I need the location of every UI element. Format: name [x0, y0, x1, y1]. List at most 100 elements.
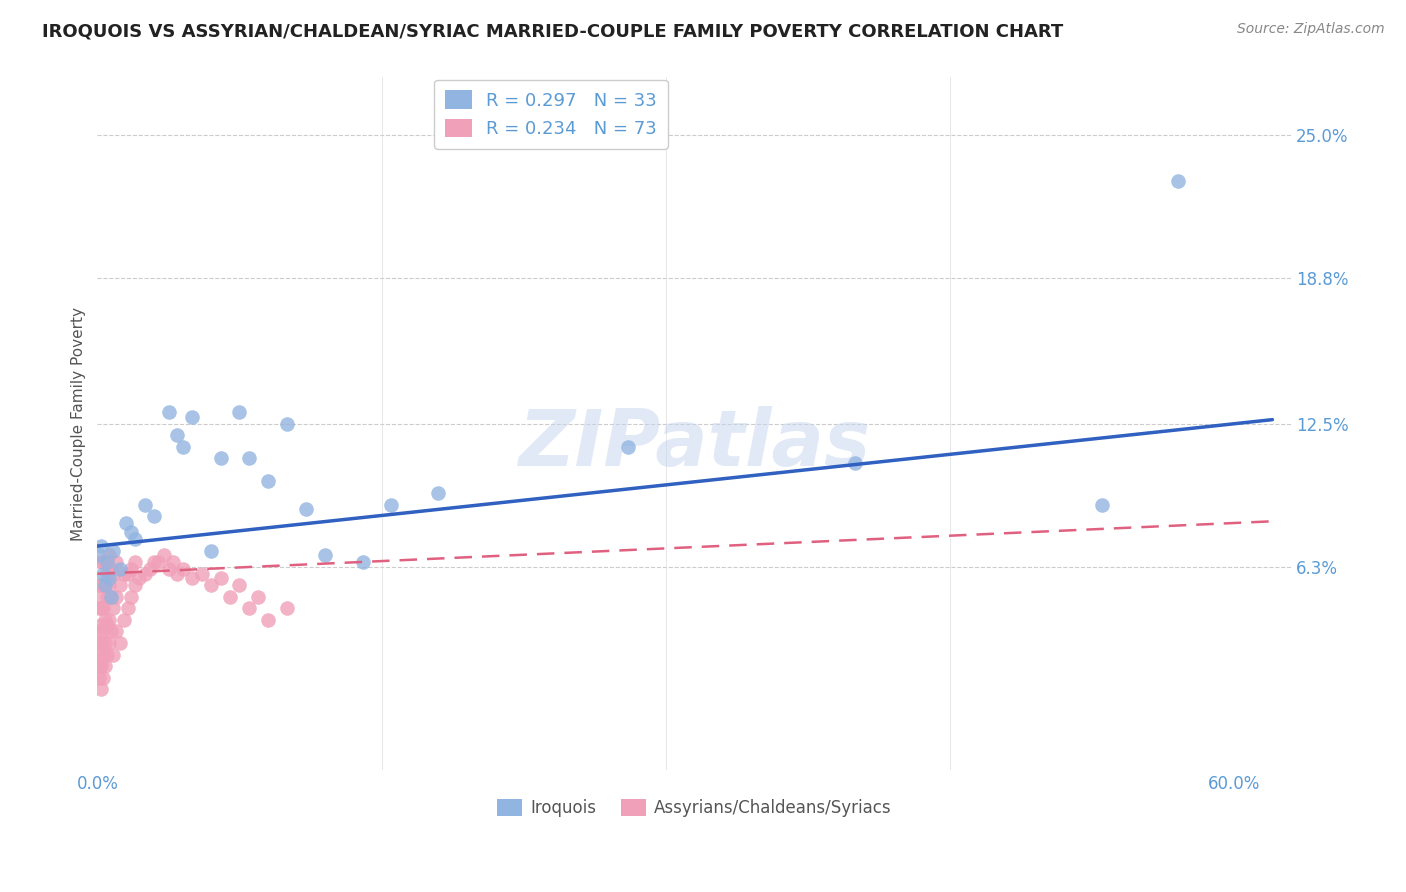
Point: [228, 578, 250, 592]
Point: [100, 562, 122, 576]
Point: [97, 571, 120, 585]
Point: [1167, 174, 1189, 188]
Point: [200, 578, 222, 592]
Point: [121, 562, 143, 576]
Point: [108, 636, 131, 650]
Point: [91, 601, 114, 615]
Point: [90, 555, 112, 569]
Point: [96, 648, 118, 662]
Point: [228, 405, 250, 419]
Point: [117, 601, 139, 615]
Text: Source: ZipAtlas.com: Source: ZipAtlas.com: [1237, 22, 1385, 37]
Point: [238, 601, 260, 615]
Point: [101, 543, 124, 558]
Point: [200, 543, 222, 558]
Point: [94, 578, 117, 592]
Point: [134, 498, 156, 512]
Point: [247, 590, 270, 604]
Point: [124, 532, 146, 546]
Point: [94, 636, 117, 650]
Point: [112, 566, 135, 581]
Point: [844, 456, 866, 470]
Point: [89, 601, 111, 615]
Point: [91, 671, 114, 685]
Point: [97, 578, 120, 592]
Point: [172, 562, 194, 576]
Point: [97, 549, 120, 563]
Point: [94, 613, 117, 627]
Point: [90, 682, 112, 697]
Point: [108, 578, 131, 592]
Point: [91, 578, 114, 592]
Point: [96, 566, 118, 581]
Point: [209, 571, 232, 585]
Point: [89, 578, 111, 592]
Point: [143, 555, 166, 569]
Point: [105, 590, 128, 604]
Point: [90, 636, 112, 650]
Point: [97, 636, 120, 650]
Point: [139, 562, 162, 576]
Text: IROQUOIS VS ASSYRIAN/CHALDEAN/SYRIAC MARRIED-COUPLE FAMILY POVERTY CORRELATION C: IROQUOIS VS ASSYRIAN/CHALDEAN/SYRIAC MAR…: [42, 22, 1063, 40]
Point: [101, 566, 124, 581]
Point: [89, 659, 111, 673]
Point: [97, 613, 120, 627]
Point: [238, 451, 260, 466]
Point: [91, 555, 114, 569]
Point: [89, 590, 111, 604]
Point: [172, 440, 194, 454]
Point: [157, 405, 180, 419]
Point: [276, 601, 298, 615]
Point: [89, 636, 111, 650]
Point: [124, 555, 146, 569]
Point: [105, 624, 128, 639]
Point: [114, 516, 136, 530]
Point: [219, 590, 242, 604]
Point: [94, 659, 117, 673]
Point: [96, 590, 118, 604]
Point: [121, 590, 143, 604]
Point: [89, 549, 111, 563]
Y-axis label: Married-Couple Family Poverty: Married-Couple Family Poverty: [72, 307, 86, 541]
Point: [152, 549, 174, 563]
Point: [96, 617, 118, 632]
Point: [90, 539, 112, 553]
Point: [181, 571, 204, 585]
Point: [276, 417, 298, 431]
Point: [91, 648, 114, 662]
Point: [90, 659, 112, 673]
Point: [121, 525, 143, 540]
Point: [90, 601, 112, 615]
Point: [105, 555, 128, 569]
Point: [100, 624, 122, 639]
Point: [295, 502, 318, 516]
Point: [100, 590, 122, 604]
Point: [1091, 498, 1114, 512]
Point: [94, 578, 117, 592]
Point: [90, 578, 112, 592]
Point: [89, 648, 111, 662]
Point: [146, 555, 169, 569]
Text: ZIPatlas: ZIPatlas: [519, 407, 870, 483]
Point: [181, 409, 204, 424]
Legend: Iroquois, Assyrians/Chaldeans/Syriacs: Iroquois, Assyrians/Chaldeans/Syriacs: [491, 792, 898, 824]
Point: [90, 617, 112, 632]
Point: [101, 601, 124, 615]
Point: [162, 555, 184, 569]
Point: [89, 671, 111, 685]
Point: [352, 555, 374, 569]
Point: [117, 566, 139, 581]
Point: [91, 624, 114, 639]
Point: [112, 613, 135, 627]
Point: [209, 451, 232, 466]
Point: [157, 562, 180, 576]
Point: [124, 578, 146, 592]
Point: [427, 486, 450, 500]
Point: [257, 613, 280, 627]
Point: [101, 648, 124, 662]
Point: [89, 624, 111, 639]
Point: [143, 509, 166, 524]
Point: [314, 549, 336, 563]
Point: [166, 428, 188, 442]
Point: [100, 590, 122, 604]
